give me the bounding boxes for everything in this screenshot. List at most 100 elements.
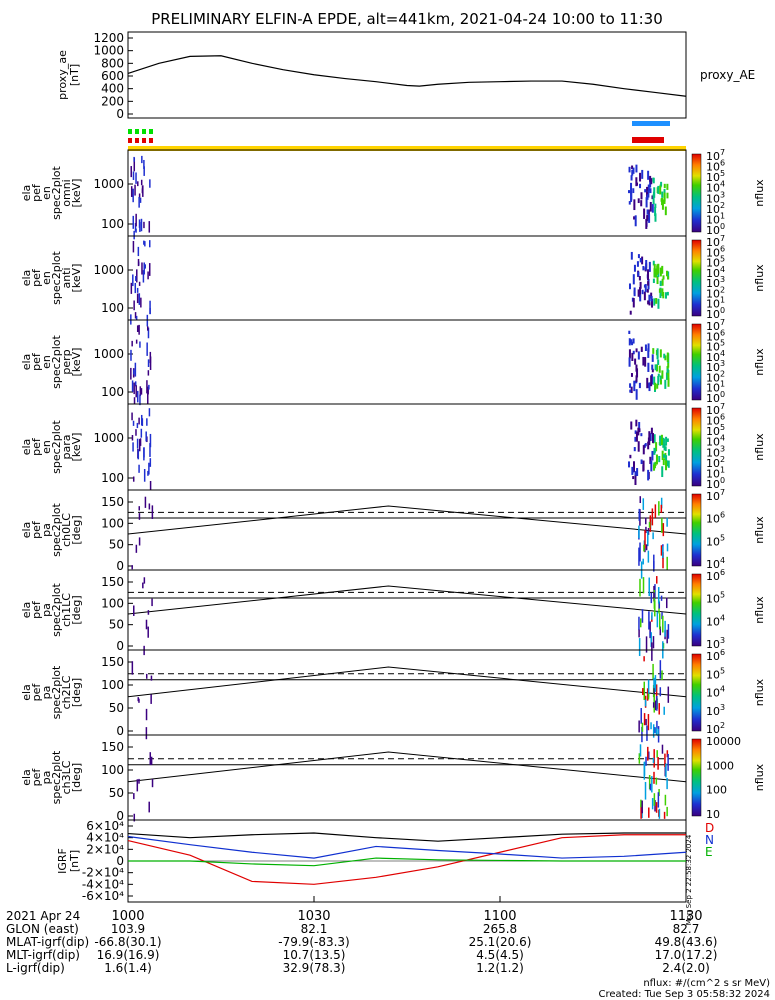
spectrogram-pixel	[659, 280, 662, 287]
spectrogram-pixel	[635, 431, 638, 442]
spectrogram-pixel	[635, 389, 638, 400]
timebar-red-mark	[149, 138, 153, 143]
spectrogram-pixel	[662, 552, 664, 569]
spectrogram-pixel	[645, 192, 648, 196]
spectrogram-pixel	[642, 577, 645, 594]
spectrogram-pixel	[657, 298, 660, 309]
colorbar	[691, 239, 702, 317]
spectrogram-pixel	[131, 435, 134, 441]
spectrogram-pixel	[658, 601, 661, 609]
created-footnote: Created: Tue Sep 3 05:58:32 2024	[599, 989, 771, 1000]
spectrogram-pixel	[665, 763, 667, 778]
spectrogram-pixel	[148, 384, 150, 390]
spectrogram-pixel	[658, 703, 660, 715]
spectrogram-pixel	[132, 171, 135, 180]
spectrogram-pixel	[131, 661, 134, 675]
spectrogram-pixel	[642, 558, 644, 565]
spectrogram-pixel	[657, 359, 660, 365]
spectrogram-pixel	[650, 292, 653, 299]
spectrogram-pixel	[134, 362, 137, 377]
spectrogram-pixel	[660, 198, 663, 202]
spectrogram-pixel	[628, 190, 631, 194]
spectrogram-pixel	[138, 464, 140, 473]
spectrogram-pixel	[661, 517, 663, 533]
colorbar	[691, 323, 702, 401]
spectrogram-pixel	[646, 288, 649, 293]
spectrogram-pixel	[631, 169, 634, 176]
spectrogram-pixel	[643, 656, 645, 662]
spectrogram-pixel	[645, 636, 648, 653]
spectrogram-pixel	[641, 169, 644, 179]
spectrogram-pixel	[666, 517, 668, 527]
spectrogram-pixel	[145, 708, 148, 721]
spectrogram-pixel	[659, 379, 662, 385]
spectrogram-pixel	[660, 438, 663, 446]
panel-ylabel: pef	[30, 183, 43, 202]
spectrogram-pixel	[641, 609, 644, 623]
spectrogram-pixel	[131, 412, 133, 421]
spectrogram-pixel	[654, 675, 657, 692]
spectrogram-pixel	[143, 262, 145, 275]
spectrogram-pixel	[636, 468, 639, 476]
timebar-red-mark	[128, 138, 132, 143]
spectrogram-pixel	[653, 464, 656, 469]
colorbar-tick-exponent: 7	[720, 402, 725, 411]
spectrogram-pixel	[138, 513, 141, 520]
colorbar-tick-exponent: 4	[720, 349, 725, 358]
spectrogram-pixel	[149, 433, 152, 448]
spectrogram-pixel	[639, 618, 642, 628]
spectrogram-pixel	[654, 504, 657, 518]
y-tick-label: 0	[116, 724, 124, 738]
colorbar-tick-exponent: 5	[720, 255, 725, 264]
panel-frame	[127, 569, 687, 651]
footer-value: 10.7(13.5)	[283, 948, 346, 962]
spectrogram-pixel	[639, 281, 642, 289]
y-tick-label: 800	[101, 56, 124, 70]
colorbar-tick-exponent: 3	[720, 636, 725, 645]
spectrogram-pixel	[649, 631, 651, 637]
colorbar-tick-exponent: 2	[720, 455, 725, 464]
panel-ylabel: proxy_ae	[56, 50, 69, 100]
spectrogram-pixel	[662, 458, 665, 466]
spectrogram-pixel	[653, 298, 656, 306]
spectrogram-pixel	[642, 356, 645, 366]
spectrogram-pixel	[657, 375, 660, 386]
spectrogram-pixel	[640, 192, 643, 200]
spectrogram-pixel	[135, 429, 137, 436]
spectrogram-pixel	[146, 380, 148, 394]
spectrogram-pixel	[656, 576, 658, 584]
spectrogram-pixel	[649, 515, 652, 532]
spectrogram-pixel	[667, 686, 670, 703]
spectrogram-pixel	[151, 598, 153, 607]
spectrogram-pixel	[639, 257, 642, 263]
pitch-angle-curve	[127, 585, 687, 615]
igrf-component-label: D	[705, 821, 714, 835]
spectrogram-pixel	[653, 561, 655, 569]
spectrogram-pixel	[661, 450, 664, 461]
spectrogram-pixel	[655, 802, 658, 813]
spectrogram-pixel	[653, 434, 656, 443]
spectrogram-pixel	[629, 389, 632, 393]
spectrogram-pixel	[629, 383, 632, 388]
spectrogram-pixel	[139, 222, 141, 232]
colorbar-tick-exponent: 0	[720, 306, 725, 315]
spectrogram-pixel	[133, 793, 135, 800]
colorbar-tick-exponent: 7	[720, 148, 725, 157]
panel-ylabel: omni	[60, 179, 73, 206]
colorbar-tick-exponent: 5	[720, 423, 725, 432]
spectrogram-pixel	[647, 531, 649, 547]
spectrogram-pixel	[659, 287, 662, 299]
y-tick-label: 0	[116, 107, 124, 121]
spectrogram-pixel	[651, 364, 654, 370]
spectrogram-pixel	[652, 757, 655, 763]
spectrogram-pixel	[141, 188, 144, 194]
igrf-line-d	[127, 834, 686, 885]
spectrogram-pixel	[638, 382, 641, 389]
timebar-red-mark	[135, 138, 139, 143]
spectrogram-pixel	[653, 590, 656, 609]
panel-ylabel: pef	[30, 268, 43, 287]
spectrogram-pixel	[640, 346, 643, 352]
spectrogram-pixel	[660, 545, 663, 556]
